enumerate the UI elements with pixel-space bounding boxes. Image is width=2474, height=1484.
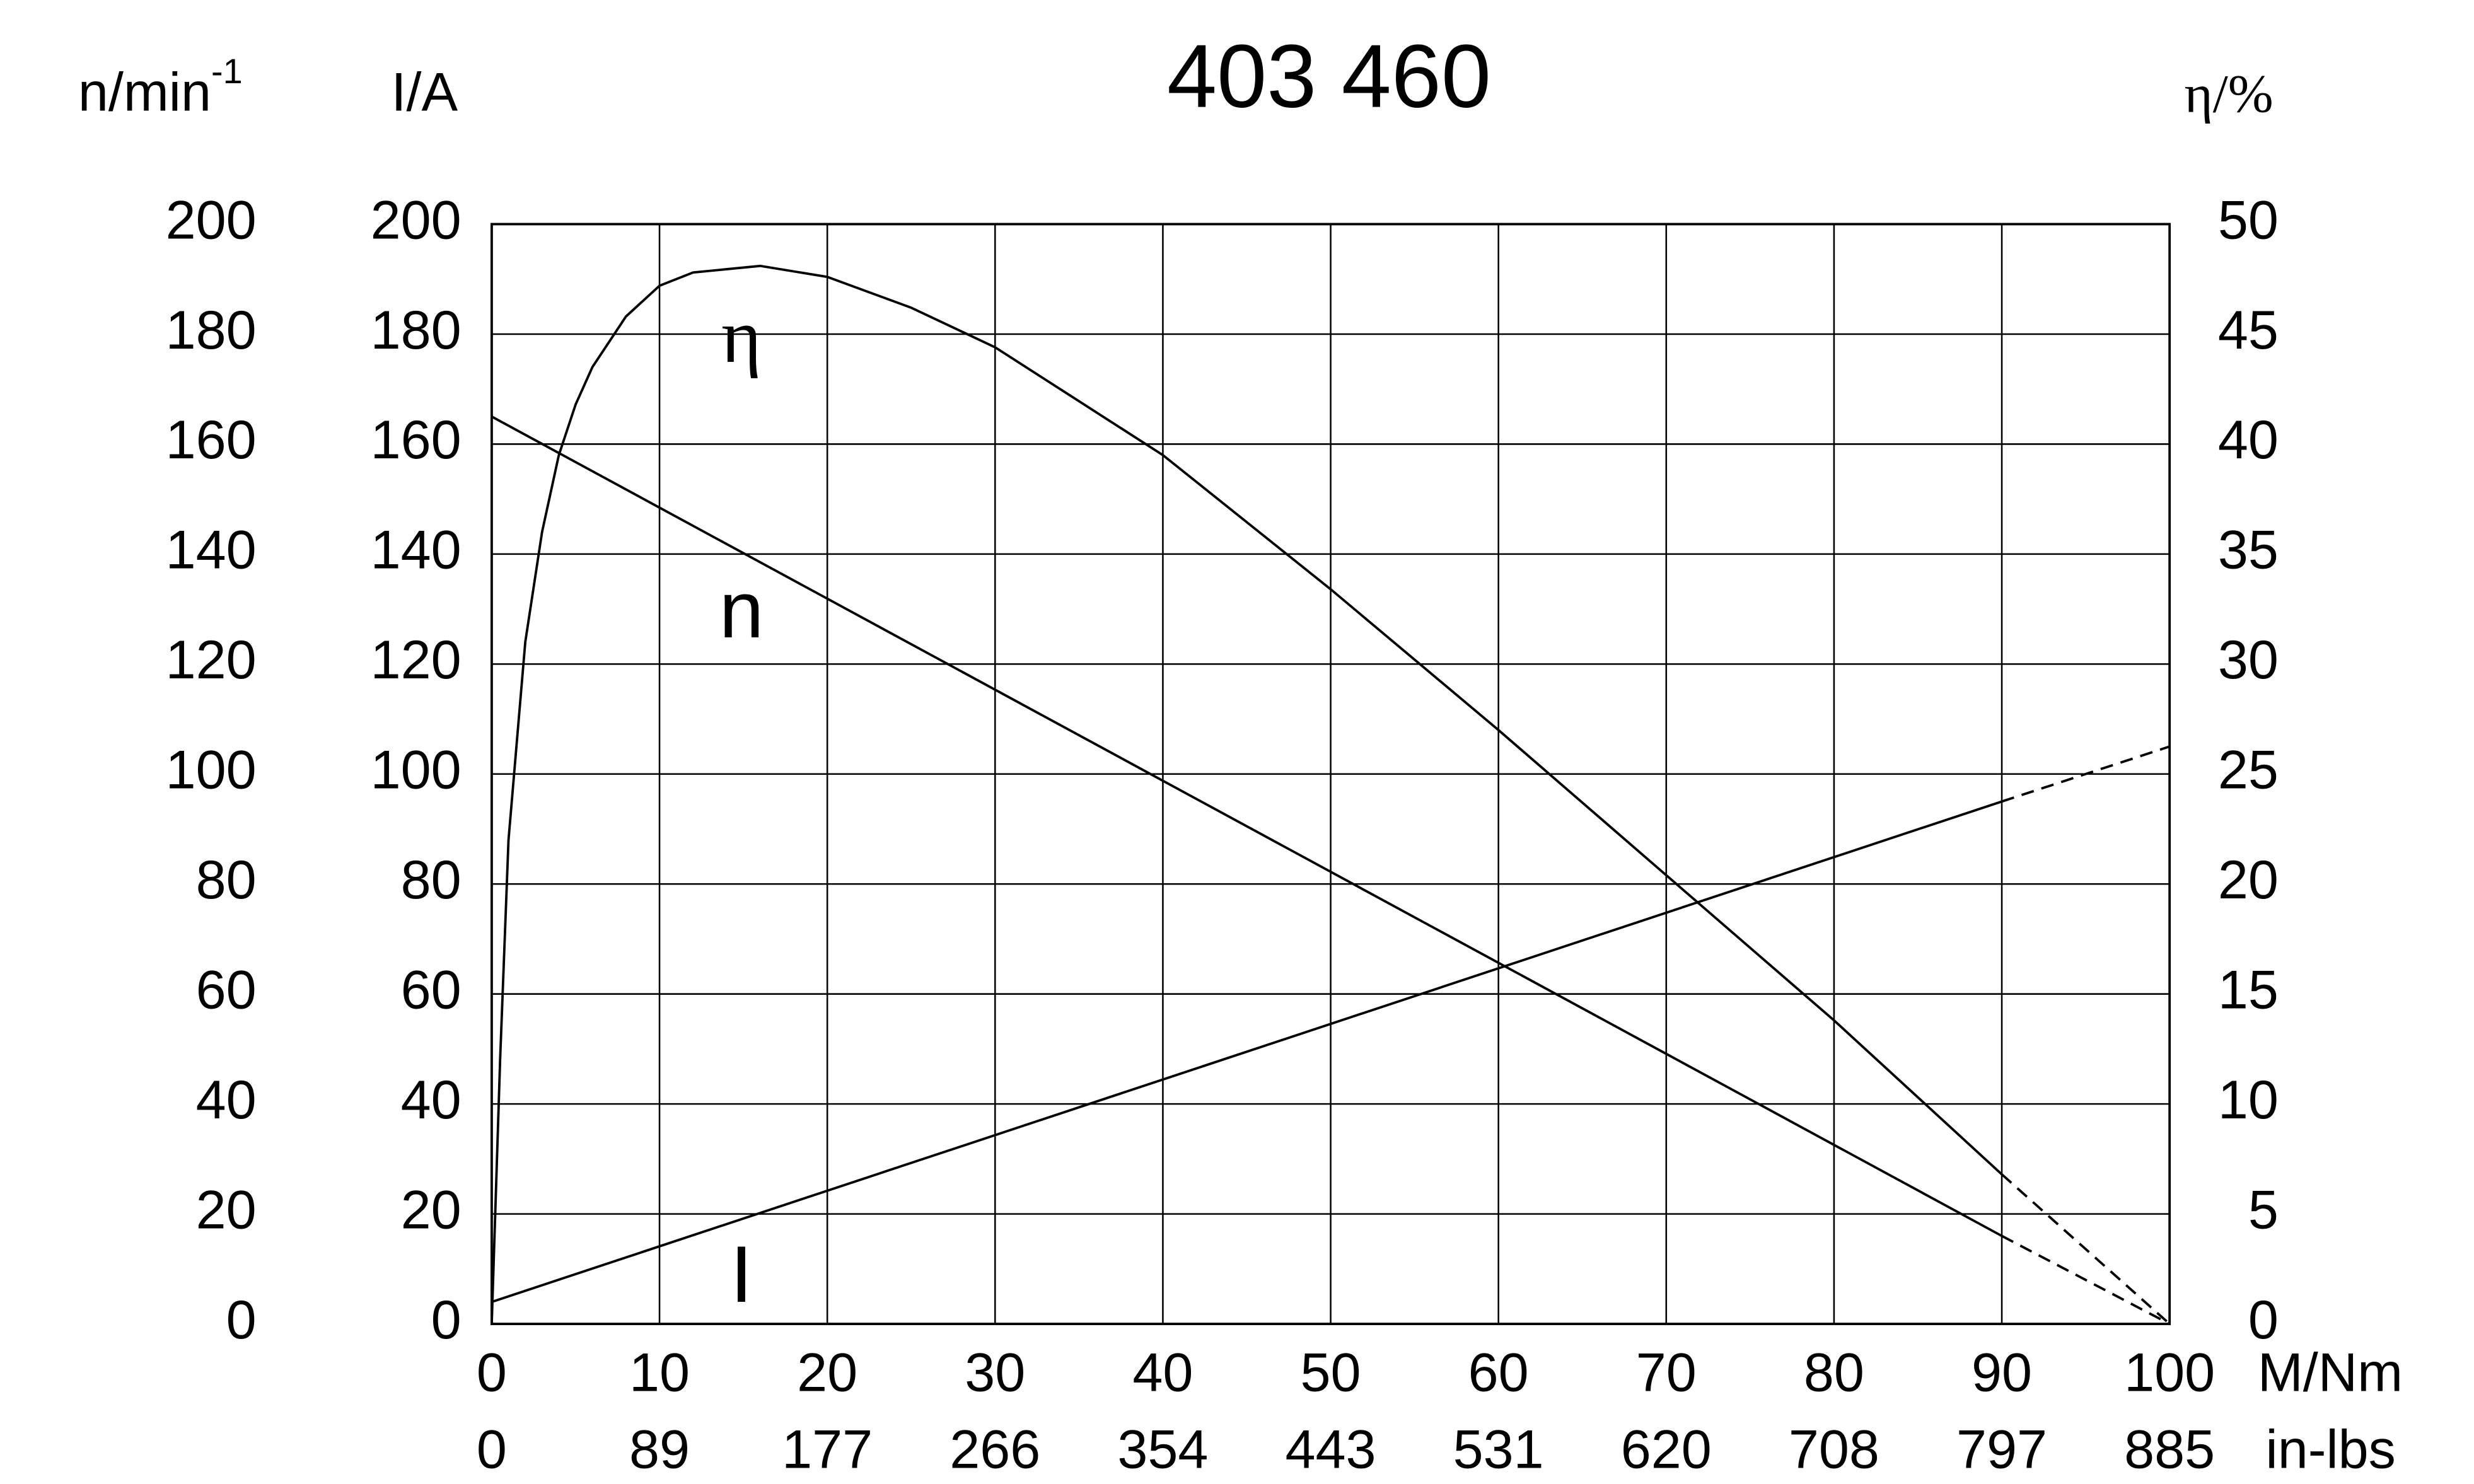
y-axis-label-text: I/A [391,62,458,122]
x2-tick-label: 0 [477,1420,507,1480]
x-tick-label: 30 [965,1343,1025,1403]
y-tick-label: 20 [196,1180,257,1240]
y2-tick-label: 0 [2248,1290,2279,1350]
y-axis-label-sup: -1 [211,51,243,91]
y2-tick-label: 45 [2218,300,2279,361]
y-tick-label: 80 [401,850,462,910]
x2-tick-label: 177 [782,1420,873,1480]
y-tick-label: 140 [371,520,462,581]
y-tick-label: 60 [196,960,257,1021]
y-tick-label: 120 [371,630,462,690]
x-tick-label: 100 [2124,1343,2215,1403]
x-tick-label: 40 [1132,1343,1193,1403]
y2-tick-label: 50 [2218,190,2279,250]
series-label: I [730,1229,752,1319]
y-tick-label: 180 [371,300,462,361]
x2-axis-label: in-lbs [2266,1420,2396,1480]
x2-tick-label: 797 [1956,1420,2047,1480]
series-line [491,264,2003,1325]
y-tick-label: 40 [401,1070,462,1130]
y-tick-label: 40 [196,1070,257,1130]
x-axis-label: M/Nm [2258,1343,2403,1403]
series-line-extrapolated [2001,745,2170,803]
y2-tick-label: 15 [2218,960,2279,1021]
x2-tick-label: 708 [1789,1420,1879,1480]
series-line [491,800,2002,1303]
y-axis-label: n/min-1 [78,51,243,123]
series-line [491,415,2002,1238]
x2-tick-label: 443 [1286,1420,1376,1480]
x-tick-label: 50 [1301,1343,1361,1403]
y-axis-label: I/A [391,62,458,122]
series-line-extrapolated [2001,1173,2171,1325]
y2-tick-label: 40 [2218,410,2279,470]
x2-tick-label: 266 [950,1420,1040,1480]
x-tick-label: 10 [629,1343,690,1403]
y-tick-label: 200 [166,190,257,250]
y-tick-label: 140 [166,520,257,581]
chart-title: 403 460 [1167,26,1491,127]
y-tick-label: 100 [371,740,462,801]
x-tick-label: 0 [477,1343,507,1403]
x-tick-label: 80 [1804,1343,1864,1403]
x2-tick-label: 620 [1621,1420,1712,1480]
x-tick-label: 70 [1636,1343,1697,1403]
x2-tick-label: 354 [1117,1420,1208,1480]
y2-tick-label: 35 [2218,520,2279,581]
series-line-extrapolated [2001,1234,2171,1325]
y-tick-label: 100 [166,740,257,801]
y-tick-label: 180 [166,300,257,361]
y-axis-label-text: n/min [78,62,211,122]
y-tick-label: 160 [166,410,257,470]
plot-frame [491,223,2171,1325]
series-label: η [721,294,762,379]
y2-tick-label: 25 [2218,740,2279,801]
y-tick-label: 0 [431,1290,462,1350]
x2-tick-label: 89 [629,1420,690,1480]
y-tick-label: 120 [166,630,257,690]
y2-axis-label: η/% [2185,63,2274,124]
y-tick-label: 0 [226,1290,257,1350]
y-tick-label: 200 [371,190,462,250]
x-tick-label: 60 [1468,1343,1529,1403]
x2-tick-label: 885 [2124,1420,2215,1480]
y-tick-label: 20 [401,1180,462,1240]
y2-tick-label: 10 [2218,1070,2279,1130]
y-tick-label: 160 [371,410,462,470]
y2-tick-label: 20 [2218,850,2279,910]
y2-tick-label: 5 [2248,1180,2279,1240]
x-tick-label: 90 [1972,1343,2032,1403]
y-tick-label: 60 [401,960,462,1021]
y-tick-label: 80 [196,850,257,910]
y2-tick-label: 30 [2218,630,2279,690]
x-tick-label: 20 [797,1343,857,1403]
x2-tick-label: 531 [1453,1420,1544,1480]
series-label: n [719,565,764,654]
